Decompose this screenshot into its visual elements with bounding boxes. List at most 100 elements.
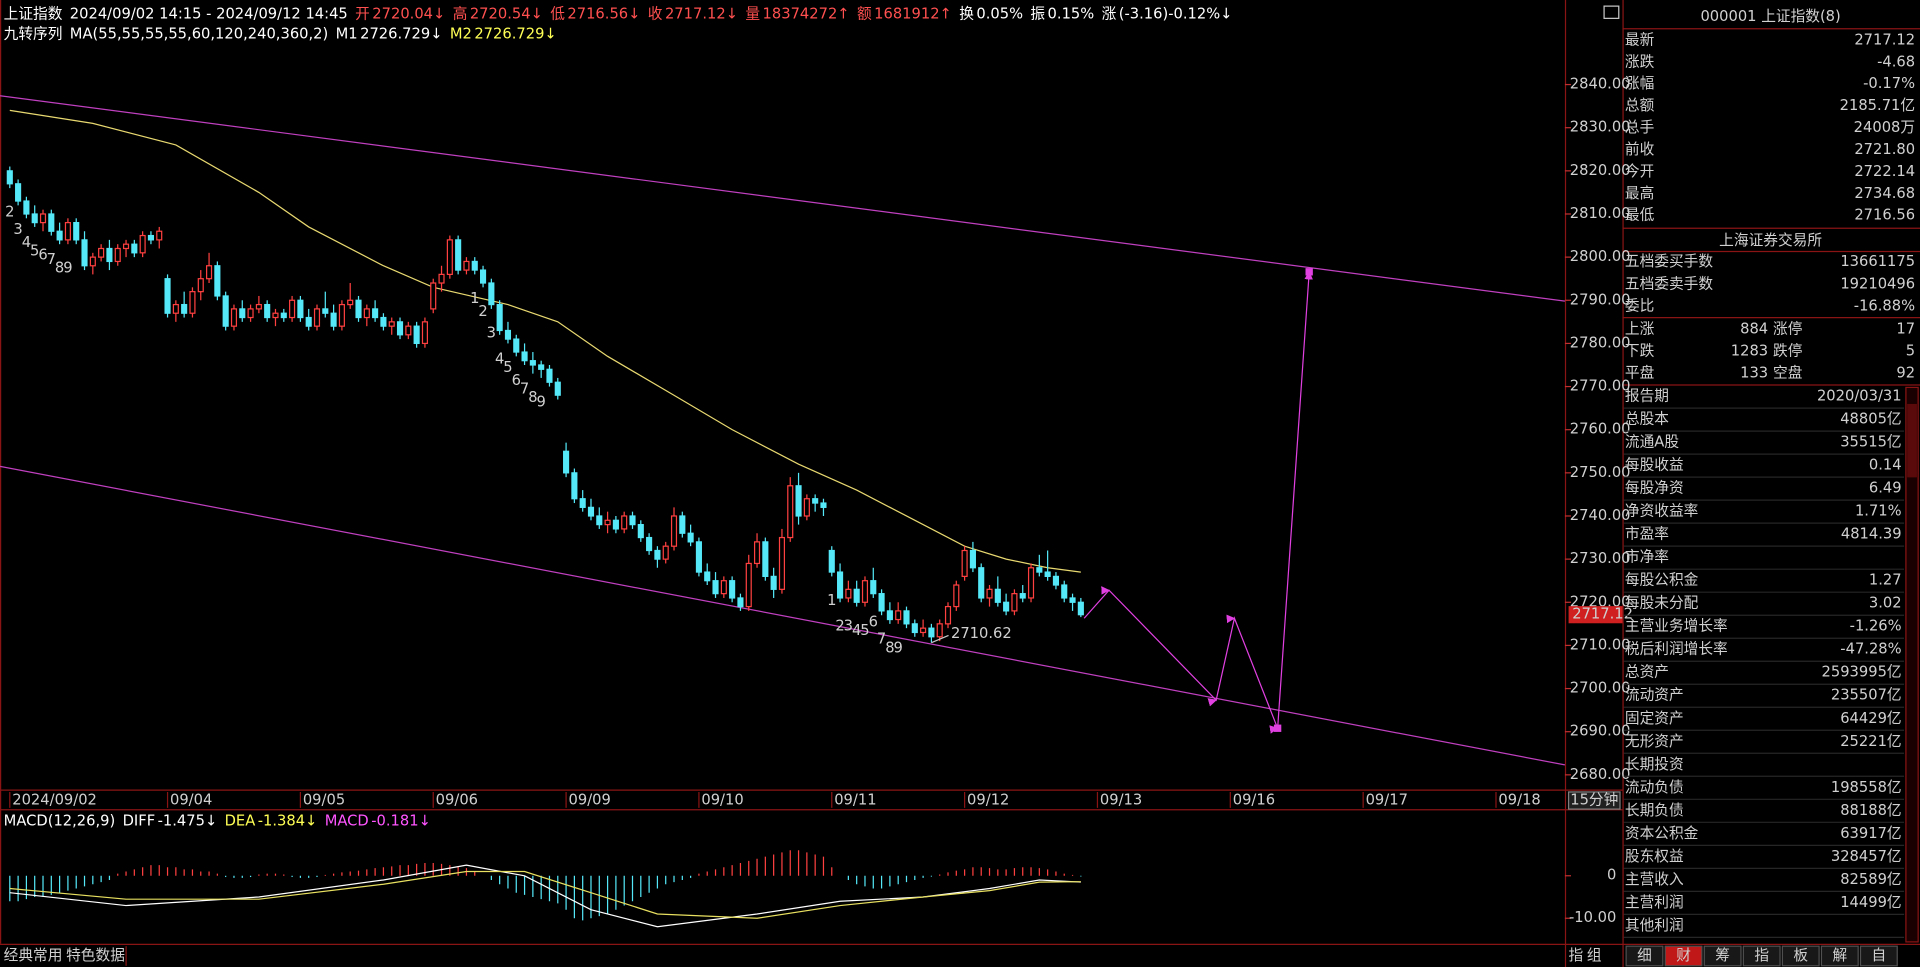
order-label: 委比 — [1625, 298, 1654, 315]
diff-line — [9, 864, 1081, 928]
tab-label[interactable]: 解 — [1832, 947, 1847, 964]
y-tick-label: 2810.00 — [1570, 205, 1631, 222]
candle-body — [114, 247, 121, 263]
candle-body — [687, 532, 694, 543]
candle-body — [139, 234, 146, 254]
bottom-button[interactable]: 组 — [1587, 947, 1602, 964]
tab-label[interactable]: 板 — [1793, 946, 1808, 964]
finance-label: 总股本 — [1625, 411, 1669, 428]
td-count: 6 — [38, 247, 47, 264]
tab-label[interactable]: 自 — [1872, 947, 1887, 964]
header: 上证指数 2024/09/02 14:15 - 2024/09/12 14:45 开… — [4, 6, 1233, 43]
order-value: 19210496 — [1840, 275, 1915, 292]
quote-value: 2717.12 — [1854, 31, 1915, 48]
projection-point — [1273, 724, 1282, 732]
finance-value: 82589亿 — [1840, 871, 1901, 888]
period-box[interactable] — [1567, 791, 1621, 810]
bottom-tab[interactable]: 经典常用 — [4, 947, 63, 964]
tab-label[interactable]: 筹 — [1715, 947, 1730, 964]
td-count: 4 — [852, 622, 861, 639]
td-count: 1 — [470, 290, 479, 307]
tab[interactable] — [1820, 945, 1859, 967]
segment-label: M1 — [336, 25, 358, 42]
segment-value: 2720.54↓ — [470, 6, 543, 23]
bottom-button[interactable]: 指 — [1569, 947, 1584, 964]
candle-body — [753, 541, 761, 565]
candle-body — [745, 562, 752, 608]
breadth-value: 17 — [1896, 320, 1915, 337]
candle-body — [322, 308, 329, 314]
tab[interactable] — [1742, 945, 1781, 967]
finance-value: 2020/03/31 — [1817, 388, 1902, 405]
tab-label[interactable]: 财 — [1676, 947, 1691, 964]
y-tick-label: 2760.00 — [1570, 421, 1631, 438]
trend-line — [0, 95, 1565, 302]
candle-body — [579, 498, 586, 508]
finance-value: 25221亿 — [1840, 733, 1901, 750]
price-chart: 2680.00 2690.00 2700.00 2710.00 2720.00 2730.… — [0, 76, 1633, 810]
tab[interactable] — [1664, 945, 1703, 967]
quote-label: 总手 — [1625, 119, 1654, 136]
tab-label[interactable]: 细 — [1637, 947, 1652, 964]
tab[interactable] — [1781, 945, 1820, 967]
tab[interactable] — [1703, 945, 1742, 967]
candle-body — [264, 303, 271, 319]
segment-label: 开 — [355, 6, 370, 23]
candle-body — [596, 515, 603, 526]
indicator-line: 九转序列 MA(55,55,55,55,60,120,240,360,2) M1 27… — [4, 25, 557, 42]
bottom-tab[interactable]: 特色数据 — [66, 947, 125, 964]
x-tick-label: 09/10 — [701, 792, 743, 809]
candle-body — [164, 278, 171, 314]
candle-body — [206, 265, 213, 280]
candle-body — [986, 588, 993, 599]
side-panel: 000001 上证指数(8) 上海证券交易所 最新 2717.12 涨跌 -4.68 涨… — [1623, 8, 1915, 967]
finance-value: 63917亿 — [1840, 825, 1901, 842]
quote-label: 涨跌 — [1625, 53, 1655, 70]
segment-label: 量 — [745, 6, 760, 23]
candle-body — [347, 299, 354, 306]
candle-body — [289, 299, 296, 319]
td-count: 2 — [835, 618, 844, 635]
candle-body — [903, 610, 910, 625]
candle-body — [372, 308, 379, 319]
finance-label: 无形资产 — [1625, 733, 1684, 750]
candle-body — [64, 222, 71, 241]
x-tick-label: 2024/09/02 — [12, 792, 97, 809]
candle-body — [106, 247, 113, 263]
tab-label[interactable]: 指 — [1754, 947, 1769, 964]
tab[interactable] — [1625, 945, 1664, 967]
tab[interactable] — [1859, 945, 1898, 967]
breadth-label: 下跌 — [1625, 342, 1655, 359]
x-tick-label: 09/18 — [1498, 792, 1540, 809]
quote-label: 今开 — [1625, 163, 1654, 180]
candle-body — [156, 230, 163, 241]
candle-body — [305, 316, 312, 327]
segment-value: 九转序列 — [4, 25, 63, 42]
y-tick-label: 2830.00 — [1570, 119, 1631, 136]
candle-body — [1003, 601, 1010, 612]
segment-label: 换 — [959, 6, 974, 23]
breadth-label: 平盘 — [1625, 363, 1655, 381]
candle-body — [430, 282, 437, 310]
finance-label: 每股公积金 — [1625, 572, 1699, 589]
quote-label: 涨幅 — [1625, 75, 1654, 92]
candle-body — [571, 472, 578, 500]
candle-body — [529, 360, 536, 366]
y-tick-label: 2720.00 — [1570, 593, 1631, 610]
candle-body — [255, 303, 262, 310]
x-tick-label: 09/12 — [967, 792, 1009, 809]
candle-body — [521, 351, 528, 362]
td-count: 2 — [5, 204, 14, 221]
candle-body — [886, 610, 893, 621]
candle-body — [280, 312, 287, 319]
projection-point — [1305, 268, 1313, 276]
period-label[interactable]: 15分钟 — [1570, 792, 1618, 809]
candle-body — [1069, 597, 1076, 603]
segment-label: 低 — [550, 6, 565, 23]
candle-body — [504, 329, 512, 340]
candle-body — [1052, 575, 1060, 586]
breadth-value: 92 — [1896, 364, 1915, 381]
candle-body — [230, 308, 238, 327]
candle-body — [189, 291, 196, 314]
candle-body — [1027, 567, 1035, 599]
